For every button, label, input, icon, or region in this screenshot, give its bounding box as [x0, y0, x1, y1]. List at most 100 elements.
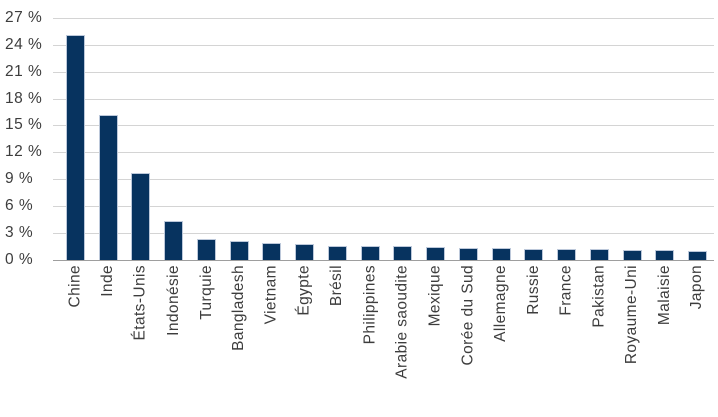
y-tick-label: 21 %	[5, 62, 43, 80]
gridline	[53, 71, 714, 73]
bar-cell	[649, 250, 682, 260]
x-label-cell: Bangladesh	[223, 265, 256, 417]
bar	[196, 239, 216, 260]
bar	[393, 246, 413, 260]
x-category-label: Bangladesh	[230, 265, 248, 351]
x-label-cell: Turquie	[190, 265, 223, 417]
x-label-cell: Allemagne	[485, 265, 518, 417]
bar	[360, 245, 380, 260]
gridline	[53, 179, 714, 180]
bar-cell	[518, 249, 551, 260]
x-category-label: Vietnam	[262, 265, 280, 325]
bar-cell	[354, 245, 387, 260]
bar-cell	[583, 249, 616, 260]
gridline	[53, 44, 714, 46]
bar	[557, 249, 577, 260]
x-category-label: Inde	[99, 265, 117, 297]
gridline	[53, 205, 714, 207]
bar-cell	[616, 250, 649, 260]
bar	[295, 243, 315, 260]
bar-cell	[452, 248, 485, 260]
bar-cell	[59, 35, 92, 260]
gridline	[53, 232, 714, 234]
y-tick-label: 9 %	[5, 170, 34, 187]
bar-cell	[92, 115, 125, 260]
gridline	[53, 98, 714, 100]
gridline	[53, 125, 714, 127]
bar-cell	[550, 249, 583, 260]
x-category-label: Indonésie	[164, 265, 182, 336]
bar-cell	[485, 248, 518, 260]
bar	[655, 250, 675, 260]
bar	[229, 241, 249, 260]
bar-cell	[157, 221, 190, 260]
x-axis-line	[53, 259, 714, 261]
x-category-label: Allemagne	[492, 265, 510, 342]
x-label-cell: Vietnam	[256, 265, 289, 417]
bar-cell	[190, 239, 223, 260]
x-label-cell: États-Unis	[125, 265, 158, 417]
bar-cell	[223, 241, 256, 260]
x-category-label: Brésil	[328, 265, 346, 307]
bar	[458, 248, 478, 260]
bar	[164, 221, 184, 260]
bar-cell	[288, 243, 321, 260]
x-label-cell: France	[550, 265, 583, 417]
x-category-label: Turquie	[197, 265, 215, 320]
bars-layer	[59, 18, 714, 260]
bar	[262, 242, 282, 260]
x-label-cell: Inde	[92, 265, 125, 417]
bar	[491, 248, 511, 260]
x-category-label: Philippines	[361, 265, 379, 345]
bar-cell	[419, 247, 452, 260]
x-category-label: Malaisie	[655, 265, 673, 326]
x-label-cell: Mexique	[419, 265, 452, 417]
x-label-cell: Arabie saoudite	[387, 265, 420, 417]
bar-cell	[256, 242, 289, 260]
x-label-cell: Corée du Sud	[452, 265, 485, 417]
bar	[327, 245, 347, 260]
bar-cell	[681, 250, 714, 260]
x-category-label: Chine	[66, 265, 84, 308]
x-label-cell: Russie	[518, 265, 551, 417]
x-label-cell: Philippines	[354, 265, 387, 417]
x-category-label: Corée du Sud	[459, 265, 477, 366]
x-label-cell: Brésil	[321, 265, 354, 417]
x-label-cell: Japon	[681, 265, 714, 417]
gridline	[53, 152, 714, 154]
bar-cell	[387, 246, 420, 260]
bar	[426, 247, 446, 260]
x-category-label: Égypte	[295, 265, 313, 316]
gridline	[53, 18, 714, 19]
bar	[65, 35, 85, 260]
bar	[524, 249, 544, 260]
x-category-label: États-Unis	[131, 265, 149, 341]
y-tick-label: 27 %	[5, 9, 43, 26]
y-tick-label: 6 %	[5, 196, 34, 214]
bar	[688, 250, 708, 260]
x-label-cell: Malaisie	[649, 265, 682, 417]
x-label-cell: Chine	[59, 265, 92, 417]
y-tick-label: 18 %	[5, 89, 43, 107]
x-category-label: Pakistan	[590, 265, 608, 328]
x-label-cell: Royaume-Uni	[616, 265, 649, 417]
x-label-cell: Pakistan	[583, 265, 616, 417]
x-category-label: France	[557, 265, 575, 316]
x-category-label: Mexique	[426, 265, 444, 327]
y-tick-label: 0 %	[5, 250, 34, 268]
y-tick-label: 12 %	[5, 143, 43, 161]
x-category-label: Royaume-Uni	[623, 265, 641, 365]
x-category-label: Russie	[524, 265, 542, 315]
x-label-cell: Indonésie	[157, 265, 190, 417]
bar	[622, 250, 642, 260]
y-tick-label: 24 %	[5, 35, 43, 53]
bar	[98, 115, 118, 260]
bar-cell	[125, 173, 158, 260]
bar	[131, 173, 151, 260]
bar	[589, 249, 609, 260]
y-tick-label: 15 %	[5, 116, 43, 134]
x-label-cell: Égypte	[288, 265, 321, 417]
y-tick-label: 3 %	[5, 223, 34, 241]
x-category-label: Arabie saoudite	[393, 265, 411, 379]
